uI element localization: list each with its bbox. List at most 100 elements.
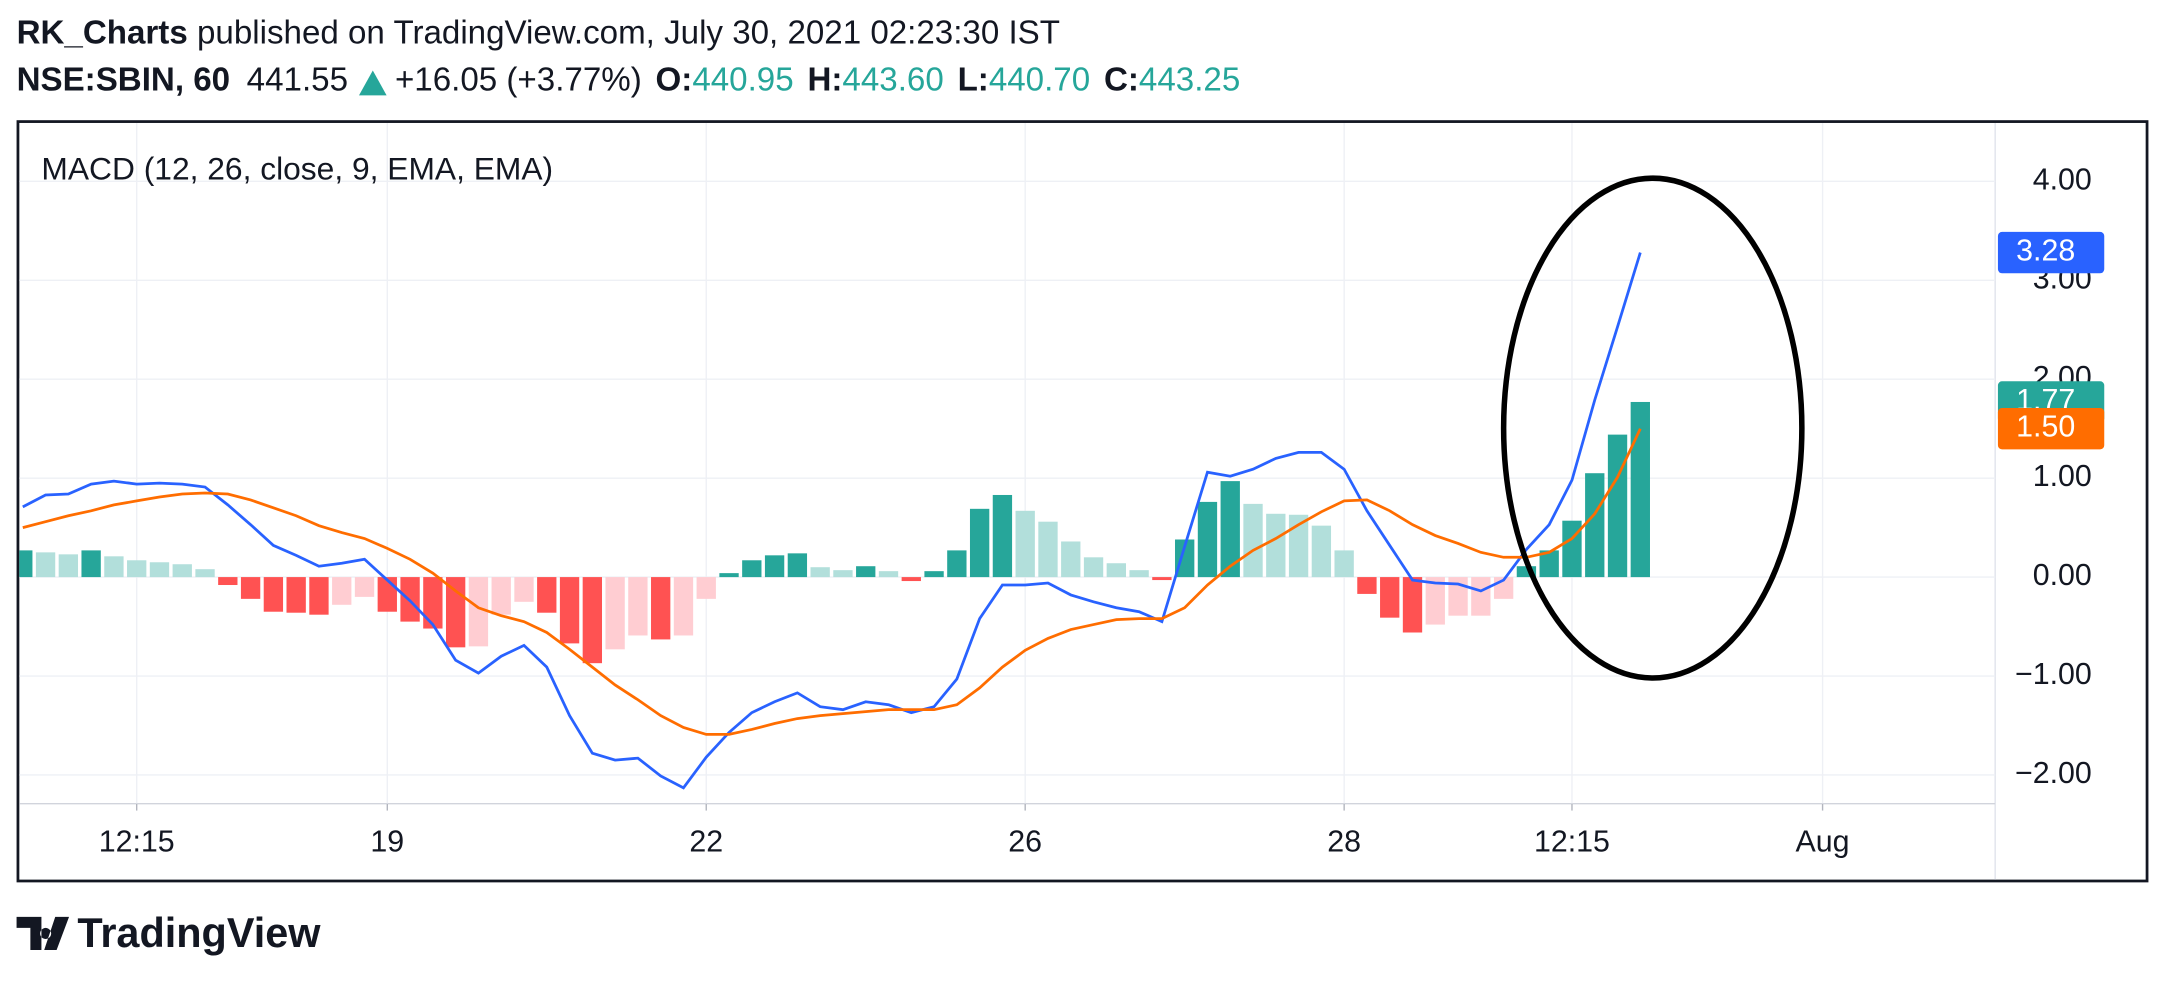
histogram-bar (1061, 541, 1081, 578)
histogram-bar (1083, 557, 1104, 578)
l-value: 440.70 (989, 61, 1090, 98)
annotation-ellipse (1500, 175, 1805, 681)
histogram-bar (582, 577, 603, 664)
histogram-bar (1357, 577, 1377, 594)
histogram-bar (1425, 577, 1445, 625)
last-value-label: 1.50 (2016, 411, 2075, 444)
histogram-bar (628, 577, 648, 636)
x-tick-label: Aug (1796, 826, 1850, 859)
x-tick-label: 19 (370, 826, 404, 859)
histogram-bar (537, 577, 557, 613)
plot (19, 252, 1650, 790)
histogram-bar (651, 577, 671, 640)
histogram-bar (149, 562, 170, 578)
chart-frame (16, 120, 2149, 883)
brand: TradingView (77, 910, 321, 956)
symbol: NSE:SBIN, 60 (17, 61, 231, 98)
histogram-bar (992, 494, 1013, 578)
histogram-bar (1607, 434, 1628, 578)
y-tick-label: 1.00 (2033, 460, 2092, 493)
histogram-bar (924, 571, 944, 578)
histogram-bar (81, 550, 101, 578)
histogram-bar (263, 577, 284, 612)
price: 441.55 (247, 61, 348, 98)
histogram-bar (1106, 563, 1126, 578)
x-tick-label: 12:15 (1534, 826, 1610, 859)
histogram-bar (1152, 577, 1172, 581)
histogram-bar (1516, 566, 1537, 578)
histogram-bar (332, 577, 352, 605)
histogram-bar (856, 566, 876, 578)
indicator-title: MACD (12, 26, close, 9, EMA, EMA) (41, 151, 553, 187)
histogram-bar (1197, 501, 1218, 578)
x-tick-label: 12:15 (99, 826, 175, 859)
logo-mark (16, 916, 70, 951)
histogram-bar (1175, 539, 1195, 578)
histogram-bar (309, 577, 329, 615)
h-label: H: (807, 61, 842, 98)
histogram-bar (1038, 521, 1058, 578)
logo: TradingView (16, 910, 321, 956)
histogram-bar (514, 577, 534, 602)
histogram-bar (1220, 481, 1240, 578)
published: published on TradingView.com, July 30, 2… (188, 14, 1060, 51)
histogram-bar (1311, 525, 1332, 578)
histogram-bar (491, 577, 511, 615)
histogram-bar (787, 553, 808, 578)
histogram-bar (810, 567, 830, 578)
histogram-bar (423, 577, 443, 629)
histogram-bar (218, 577, 238, 586)
line (22, 252, 1642, 790)
grid (19, 122, 1996, 804)
h-value: 443.60 (842, 61, 943, 98)
histogram-bar (878, 571, 899, 578)
y-tick-label: −1.00 (2015, 658, 2092, 691)
o-value: 440.95 (692, 61, 793, 98)
histogram-bar (1380, 577, 1400, 618)
histogram-bar (468, 577, 489, 647)
histogram-bar (1585, 473, 1605, 578)
histogram-bar (35, 552, 56, 578)
y-tick-label: 0.00 (2033, 559, 2092, 592)
c-value: 443.25 (1139, 61, 1240, 98)
histogram-bar (1288, 514, 1309, 578)
l-label: L: (958, 61, 989, 98)
histogram-bar (833, 570, 853, 578)
header-line-2: NSE:SBIN, 60 441.55 +16.05 (+3.77%) O:440.9… (17, 61, 1241, 98)
author: RK_Charts (17, 14, 188, 51)
histogram-bar (240, 577, 261, 599)
histogram-bar (127, 560, 147, 578)
last-value-badge (1997, 407, 2105, 450)
histogram-bar (696, 577, 716, 599)
histogram-bar (947, 550, 967, 578)
up-arrow (358, 70, 387, 96)
o-label: O: (656, 61, 693, 98)
line (22, 428, 1642, 736)
last-value-badge (1997, 231, 2105, 274)
x-tick-label: 22 (689, 826, 723, 859)
histogram-bar (1334, 550, 1354, 578)
histogram-bar (969, 508, 990, 578)
y-tick-label: 4.00 (2033, 163, 2092, 196)
histogram-bar (19, 550, 33, 578)
histogram-bar (719, 573, 739, 578)
histogram-bar (764, 555, 785, 578)
histogram-bar (1539, 550, 1559, 578)
last-value-label: 3.28 (2016, 235, 2075, 268)
change: +16.05 (+3.77%) (395, 61, 642, 98)
header-line-1: RK_Charts published on TradingView.com, … (17, 14, 1060, 51)
histogram-bar (286, 577, 306, 613)
histogram-bar (742, 560, 762, 578)
histogram-bar (1129, 570, 1149, 578)
histogram-bar (559, 577, 580, 644)
histogram-bar (58, 554, 79, 578)
histogram-bar (1630, 401, 1650, 578)
x-tick-label: 26 (1008, 826, 1042, 859)
histogram-bar (901, 577, 921, 582)
y-tick-label: −2.00 (2015, 757, 2092, 790)
histogram-bar (673, 577, 694, 636)
histogram-bar (354, 577, 375, 597)
histogram-bar (1015, 510, 1035, 578)
